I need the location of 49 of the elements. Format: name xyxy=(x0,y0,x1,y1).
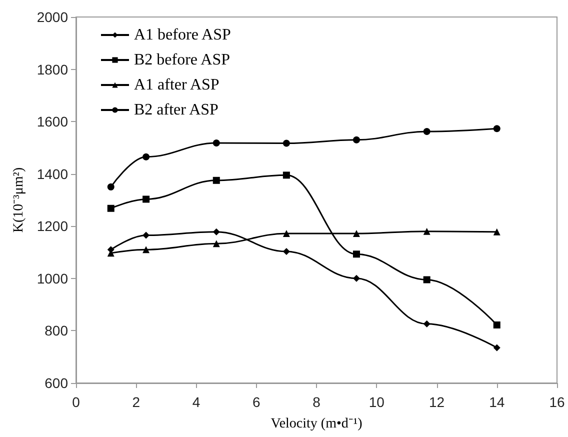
point xyxy=(282,140,290,147)
y-tick-label: 1600 xyxy=(36,114,68,130)
point xyxy=(423,128,430,136)
point xyxy=(352,230,360,237)
point xyxy=(493,344,500,352)
x-tick-label: 8 xyxy=(312,394,321,410)
point xyxy=(212,176,220,184)
point xyxy=(212,228,220,236)
y-tick-label: 1200 xyxy=(36,218,68,234)
x-tick-label: 0 xyxy=(72,394,80,410)
y-tick-label: 800 xyxy=(44,322,68,339)
y-tick-label: 1400 xyxy=(36,166,68,182)
x-tick-label: 4 xyxy=(192,394,200,410)
point xyxy=(282,230,290,237)
point xyxy=(493,228,500,236)
legend-label: B2 before ASP xyxy=(134,52,230,68)
point xyxy=(423,276,430,284)
y-tick-label: 1800 xyxy=(36,61,68,78)
y-tick-label: 600 xyxy=(44,375,68,391)
point xyxy=(212,140,220,147)
legend-label: B2 after ASP xyxy=(134,102,219,118)
x-tick-label: 14 xyxy=(489,394,505,410)
point xyxy=(493,321,500,328)
y-axis-title: K(10⁻³μm²) xyxy=(11,167,26,233)
point xyxy=(107,204,114,212)
x-axis-title: Velocity (m•d⁻¹) xyxy=(270,416,363,432)
point xyxy=(423,228,430,235)
point xyxy=(142,153,150,160)
y-tick-label: 1000 xyxy=(36,270,68,286)
point xyxy=(282,248,290,255)
point xyxy=(352,274,360,282)
point xyxy=(212,240,220,248)
x-tick-label: 2 xyxy=(132,394,140,410)
point xyxy=(142,196,150,203)
point xyxy=(352,250,360,258)
point xyxy=(282,172,290,179)
legend-label: A1 before ASP xyxy=(134,26,231,44)
legend-label: A1 after ASP xyxy=(134,76,220,94)
point xyxy=(423,320,430,328)
x-tick-label: 10 xyxy=(368,394,385,410)
y-tick-label: 2000 xyxy=(36,9,68,25)
x-tick-label: 16 xyxy=(549,394,565,410)
point xyxy=(142,232,150,239)
point xyxy=(142,246,150,254)
x-tick-label: 12 xyxy=(428,394,445,410)
point xyxy=(107,183,114,190)
point xyxy=(493,125,500,132)
x-tick-label: 6 xyxy=(252,394,260,410)
point xyxy=(352,136,360,144)
